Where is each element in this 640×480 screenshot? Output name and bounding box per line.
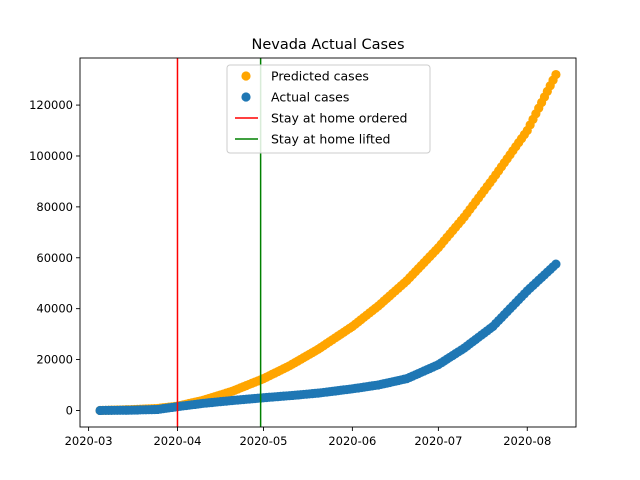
plot-area xyxy=(95,58,561,427)
legend-label: Predicted cases xyxy=(271,69,369,84)
x-tick-label: 2020-08 xyxy=(503,434,551,448)
x-tick-label: 2020-04 xyxy=(153,434,201,448)
axes-frame xyxy=(79,57,577,428)
chart-title: Nevada Actual Cases xyxy=(251,37,404,53)
y-tick-label: 20000 xyxy=(36,353,73,367)
y-tick-label: 120000 xyxy=(29,98,73,112)
x-tick-label: 2020-05 xyxy=(239,434,287,448)
legend-marker-predicted-cases xyxy=(241,71,251,81)
x-tick-label: 2020-06 xyxy=(328,434,376,448)
data-point xyxy=(551,259,561,269)
legend-box xyxy=(226,64,431,154)
x-tick-label: 2020-07 xyxy=(414,434,462,448)
legend-label: Stay at home ordered xyxy=(271,111,408,126)
y-tick-label: 0 xyxy=(66,403,73,417)
y-tick-label: 80000 xyxy=(36,200,73,214)
legend-label: Stay at home lifted xyxy=(271,132,390,147)
series-actual-cases xyxy=(95,259,561,416)
legend-label: Actual cases xyxy=(271,90,349,105)
data-point xyxy=(551,69,561,80)
x-tick-label: 2020-03 xyxy=(65,434,113,448)
legend-marker-actual-cases xyxy=(241,92,251,102)
y-tick-label: 40000 xyxy=(36,302,73,316)
legend: Predicted cases Actual cases Stay at home … xyxy=(226,64,431,154)
y-tick-label: 60000 xyxy=(36,251,73,265)
axes: 2020-03 2020-04 2020-05 2020-06 2020-07 2020-… xyxy=(29,57,577,448)
y-tick-label: 100000 xyxy=(29,149,73,163)
